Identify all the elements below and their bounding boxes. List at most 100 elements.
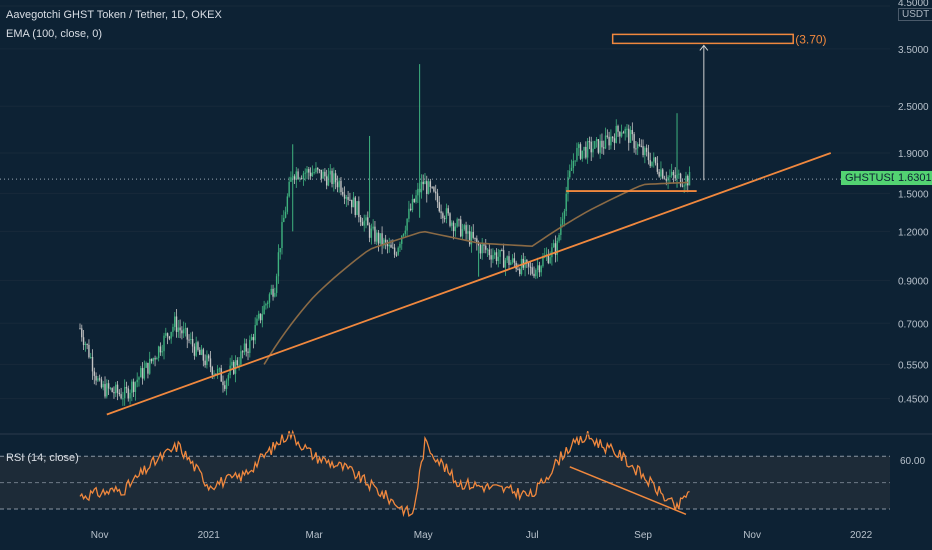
candle xyxy=(109,386,112,391)
candle xyxy=(620,124,623,138)
candle xyxy=(191,331,194,353)
candle xyxy=(317,167,319,174)
current-price-badge: 1.6301 xyxy=(894,171,932,185)
candle xyxy=(654,156,657,166)
candle xyxy=(286,193,289,215)
candle xyxy=(463,223,466,231)
candle xyxy=(629,126,632,143)
rsi-legend[interactable]: RSI (14, close) xyxy=(6,452,79,464)
ema-legend[interactable]: EMA (100, close, 0) xyxy=(6,28,102,40)
candle xyxy=(134,381,137,401)
candle xyxy=(93,367,95,385)
candle xyxy=(313,168,315,175)
candle xyxy=(399,241,401,252)
candle xyxy=(404,225,407,237)
candle xyxy=(606,129,609,139)
price-axis-labels: 3.5000 2.5000 1.9000 1.5000 1.2000 0.9000 0.70… xyxy=(898,0,929,406)
candle xyxy=(603,140,605,155)
candle xyxy=(95,372,97,386)
candle xyxy=(445,203,448,224)
candle xyxy=(510,259,512,266)
candle xyxy=(327,168,330,187)
price-tick-label: 1.9000 xyxy=(898,149,929,160)
candle xyxy=(118,389,121,397)
currency-label[interactable]: USDT xyxy=(898,8,932,21)
price-tick-label: 0.5500 xyxy=(898,360,929,371)
candle xyxy=(250,333,253,341)
candle xyxy=(451,220,453,231)
candle xyxy=(290,171,292,182)
candle xyxy=(499,249,501,265)
candle xyxy=(149,351,151,375)
candle xyxy=(569,164,571,180)
candle xyxy=(277,244,280,284)
candle xyxy=(347,190,349,206)
candle xyxy=(268,292,271,308)
candle xyxy=(535,268,537,280)
candle xyxy=(472,224,474,240)
candle xyxy=(270,284,272,296)
candle xyxy=(311,165,314,178)
candle xyxy=(184,322,187,337)
candle xyxy=(433,186,435,193)
candle xyxy=(617,124,619,137)
candle xyxy=(443,215,446,223)
candle xyxy=(531,263,533,276)
candle xyxy=(254,317,256,345)
candle xyxy=(338,177,340,193)
candle xyxy=(166,332,169,345)
candle xyxy=(626,124,628,138)
candle xyxy=(181,326,183,340)
candle xyxy=(685,171,687,190)
candle xyxy=(283,210,285,223)
candle xyxy=(300,175,303,180)
time-tick-label: Mar xyxy=(306,530,324,541)
candle xyxy=(427,179,430,195)
candle xyxy=(363,214,365,232)
candle xyxy=(579,142,582,161)
candle xyxy=(272,284,274,301)
candle xyxy=(688,166,691,186)
candle xyxy=(351,199,353,214)
candle xyxy=(136,372,138,388)
candle xyxy=(354,195,356,218)
candle xyxy=(604,127,607,150)
candle xyxy=(647,144,650,165)
candle xyxy=(84,341,87,352)
candle xyxy=(567,170,569,202)
candle xyxy=(231,355,233,370)
candle xyxy=(154,355,156,367)
candle xyxy=(334,170,337,190)
candle xyxy=(329,164,331,183)
candle xyxy=(147,362,149,379)
candle xyxy=(536,257,539,279)
candle xyxy=(179,319,181,339)
candle xyxy=(98,374,101,382)
candle xyxy=(97,375,99,383)
candle xyxy=(259,313,262,324)
candle xyxy=(490,248,492,268)
candle xyxy=(359,214,362,227)
candle xyxy=(299,176,301,182)
candle xyxy=(336,175,339,193)
candle xyxy=(342,187,344,197)
candle xyxy=(540,264,542,277)
candle xyxy=(265,302,267,310)
candle xyxy=(645,144,648,157)
price-tick-label: 1.5000 xyxy=(898,189,929,200)
candle xyxy=(470,226,473,253)
candle xyxy=(388,237,390,253)
candle xyxy=(613,133,616,150)
candle xyxy=(413,198,415,204)
candle xyxy=(274,287,276,298)
candle xyxy=(302,170,305,186)
candle xyxy=(331,168,333,188)
candle xyxy=(140,365,142,378)
candle xyxy=(152,357,154,365)
candle xyxy=(377,229,380,252)
candle xyxy=(622,130,625,134)
candle xyxy=(177,319,180,338)
candle xyxy=(442,211,444,224)
candle xyxy=(213,370,215,380)
